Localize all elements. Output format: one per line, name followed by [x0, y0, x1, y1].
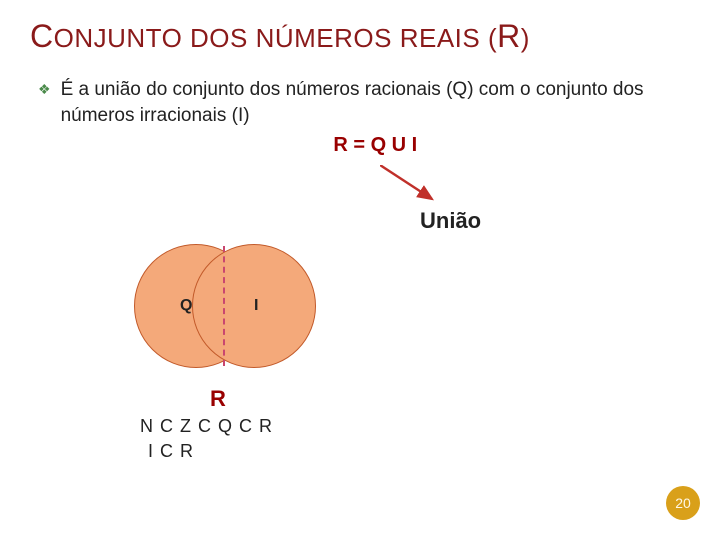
- page-number-badge: 20: [666, 486, 700, 520]
- venn-label-i: I: [254, 297, 258, 315]
- title-paren-close: ): [521, 23, 530, 53]
- title-paren-open: (: [488, 23, 497, 53]
- body-text: É a união do conjunto dos números racion…: [61, 77, 690, 128]
- slide-title: CONJUNTO DOS NÚMEROS REAIS (R): [30, 18, 690, 55]
- venn-divider: [223, 246, 225, 366]
- r-label: R: [210, 386, 226, 412]
- title-cap1: C: [30, 18, 54, 54]
- formula-text: R = Q U I: [61, 134, 690, 157]
- page-number: 20: [675, 495, 691, 511]
- arrow-line: [380, 165, 432, 199]
- subset-line-1: N C Z C Q C R: [140, 414, 273, 439]
- diamond-bullet-icon: ❖: [38, 77, 51, 101]
- bullet-row: ❖ É a união do conjunto dos números raci…: [38, 77, 690, 157]
- title-r: R: [497, 18, 521, 54]
- uniao-label: União: [420, 208, 481, 234]
- subset-line-2: I C R: [148, 439, 273, 464]
- venn-diagram: Q I: [130, 242, 320, 372]
- subset-block: N C Z C Q C R I C R: [140, 414, 273, 464]
- venn-label-q: Q: [180, 297, 192, 315]
- slide: CONJUNTO DOS NÚMEROS REAIS (R) ❖ É a uni…: [0, 0, 720, 540]
- body-block: É a união do conjunto dos números racion…: [61, 77, 690, 157]
- title-rest: ONJUNTO DOS NÚMEROS REAIS: [54, 23, 488, 53]
